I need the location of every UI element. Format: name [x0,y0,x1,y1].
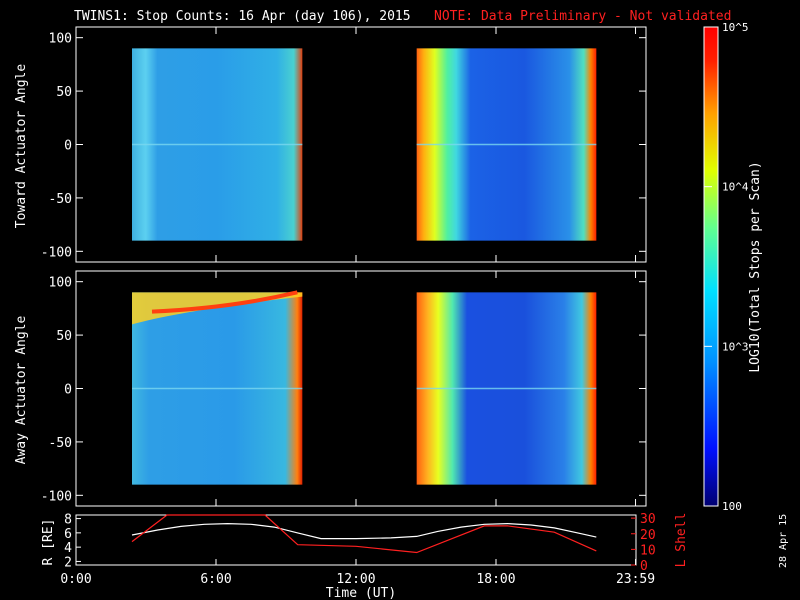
preliminary-note: NOTE: Data Preliminary - Not validated [434,9,731,24]
x-axis-label: Time (UT) [326,586,396,600]
time-tick-label: 23:59 [616,572,655,587]
away-panel: 100 50 0 -50 -100 Away Actuator Angle [14,270,647,507]
toward-y-tick-label: -50 [49,192,72,207]
l-shell-tick-label: 20 [640,528,656,543]
r-axis-tick-label: 8 [64,513,72,528]
l-shell-series-line [131,514,597,554]
colorbar: 10^5 10^4 10^3 100 LOG10(Total Stops per Sc… [703,21,763,513]
colorbar-gradient [703,26,719,507]
away-high-angle-peak [151,290,298,314]
l-shell-tick-label: 0 [640,559,648,574]
time-tick-label: 18:00 [476,572,515,587]
time-tick-label: 0:00 [60,572,91,587]
generated-date: 28 Apr 15 [778,514,789,568]
figure-title: TWINS1: Stop Counts: 16 Apr (day 106), 2… [74,9,411,24]
colorbar-tick-label: 10^4 [722,181,749,194]
toward-y-tick-label: 50 [56,85,72,100]
away-y-tick-label: 50 [56,329,72,344]
away-y-tick-label: 100 [49,276,72,291]
toward-y-tick-label: -100 [41,245,72,260]
l-shell-tick-label: 30 [640,512,656,527]
colorbar-tick-label: 10^3 [722,340,749,353]
away-y-label: Away Actuator Angle [14,315,29,464]
away-y-tick-label: -100 [41,489,72,504]
colorbar-tick-label: 10^5 [722,21,749,34]
l-shell-axis-label: L Shell [674,513,689,568]
ephemeris-panel-frame [75,514,637,566]
away-y-tick-label: 0 [64,383,72,398]
time-tick-label: 12:00 [336,572,375,587]
l-shell-tick-label: 10 [640,543,656,558]
r-axis-label: R [RE] [41,519,56,566]
r-axis-tick-label: 2 [64,555,72,570]
away-y-tick-label: -50 [49,436,72,451]
toward-y-tick-label: 0 [64,139,72,154]
toward-panel: 100 50 0 -50 -100 Toward Actuator Angle [14,26,647,263]
colorbar-tick-label: 100 [722,500,742,513]
colorbar-label: LOG10(Total Stops per Scan) [748,161,763,372]
r-axis-tick-label: 4 [64,541,72,556]
r-axis-tick-label: 6 [64,527,72,542]
time-tick-label: 6:00 [200,572,231,587]
toward-y-label: Toward Actuator Angle [14,64,29,229]
toward-y-tick-label: 100 [49,32,72,47]
r-series-line [131,522,597,540]
